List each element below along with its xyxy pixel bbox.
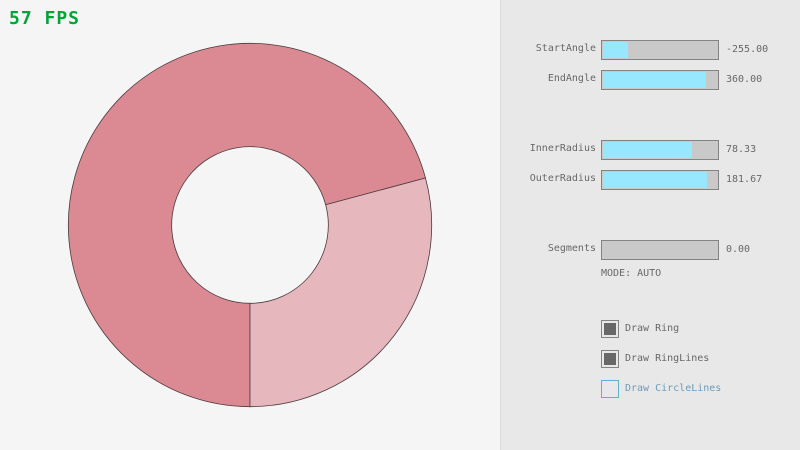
segments-value: 0.00 xyxy=(726,244,751,255)
end-angle-label: EndAngle xyxy=(547,73,596,84)
draw-circlelines-checkbox[interactable] xyxy=(601,380,619,398)
draw-circlelines-label[interactable]: Draw CircleLines xyxy=(625,383,722,394)
ring-segment-0 xyxy=(67,42,426,408)
slider-fill xyxy=(603,42,628,58)
start-angle-label: StartAngle xyxy=(535,43,596,54)
start-angle-slider[interactable] xyxy=(601,40,719,60)
ring-segment-1 xyxy=(249,177,433,408)
end-angle-value: 360.00 xyxy=(726,74,763,85)
segments-slider[interactable] xyxy=(601,240,719,260)
mode-label: MODE: AUTO xyxy=(601,268,662,279)
fps-counter: 57 FPS xyxy=(9,8,81,29)
start-angle-value: -255.00 xyxy=(726,44,769,55)
slider-fill xyxy=(603,142,693,158)
control-panel: StartAngle -255.00 EndAngle 360.00 Inner… xyxy=(500,0,800,450)
inner-radius-value: 78.33 xyxy=(726,144,757,155)
segments-label: Segments xyxy=(547,243,596,254)
outer-radius-slider[interactable] xyxy=(601,170,719,190)
draw-ring-checkbox[interactable] xyxy=(601,320,619,338)
outer-radius-label: OuterRadius xyxy=(529,173,596,184)
end-angle-slider[interactable] xyxy=(601,70,719,90)
outer-radius-value: 181.67 xyxy=(726,174,763,185)
draw-ring-label[interactable]: Draw Ring xyxy=(625,323,680,334)
inner-radius-slider[interactable] xyxy=(601,140,719,160)
draw-ringlines-label[interactable]: Draw RingLines xyxy=(625,353,710,364)
slider-fill xyxy=(603,72,706,88)
ring-canvas xyxy=(67,42,433,408)
slider-fill xyxy=(603,172,707,188)
inner-radius-label: InnerRadius xyxy=(529,143,596,154)
draw-ringlines-checkbox[interactable] xyxy=(601,350,619,368)
